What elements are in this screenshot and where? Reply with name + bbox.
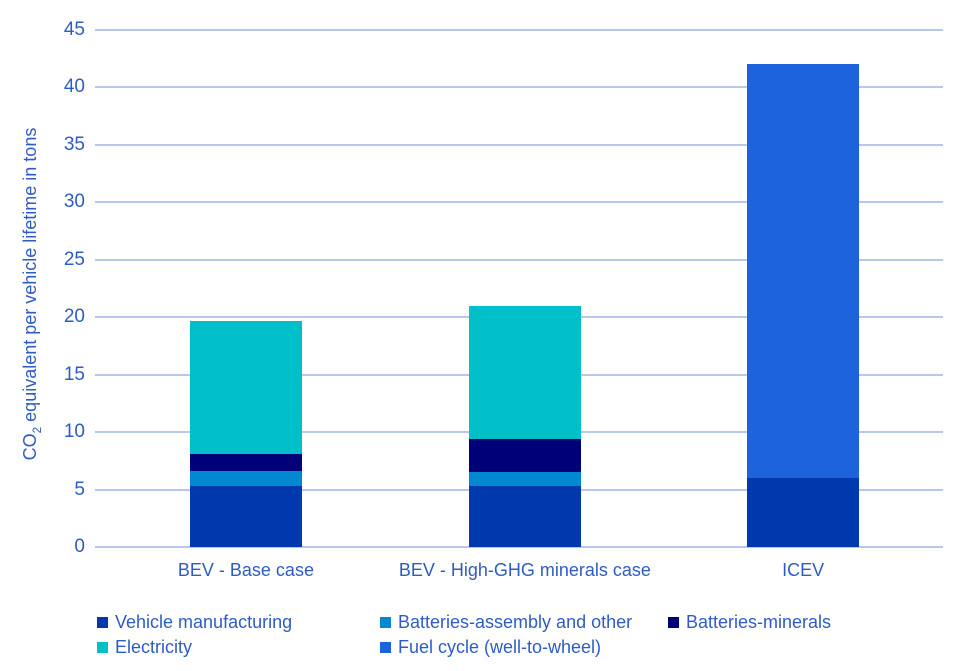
gridline-0 (95, 546, 943, 548)
legend-swatch-batteries-assembly-and-other (380, 617, 391, 628)
y-tick-label-45: 45 (63, 19, 85, 40)
legend-item-batteries-minerals: Batteries-minerals (668, 612, 831, 633)
legend-swatch-vehicle-manufacturing (97, 617, 108, 628)
bar-icev-segment-fuel-cycle-well-to-wheel (747, 64, 860, 479)
bar-bev-base-case-segment-electricity (189, 320, 302, 454)
gridline-45 (95, 29, 943, 31)
bar-bev-high-ghg-minerals-case-segment-electricity (468, 305, 581, 439)
legend-swatch-fuel-cycle-well-to-wheel (380, 642, 391, 653)
legend-item-fuel-cycle-well-to-wheel: Fuel cycle (well-to-wheel) (380, 637, 668, 658)
legend-label-batteries-minerals: Batteries-minerals (686, 612, 832, 632)
y-tick-label-35: 35 (63, 133, 85, 155)
bar-bev-base-case-segment-batteries-assembly-and-other (189, 471, 302, 487)
y-tick-label-0: 0 (74, 536, 85, 557)
bar-bev-high-ghg-minerals-case-segment-vehicle-manufacturing (468, 486, 581, 547)
y-axis-title: CO2 equivalent per vehicle lifetime in t… (20, 128, 44, 461)
y-tick-label-25: 25 (63, 248, 85, 270)
legend-item-vehicle-manufacturing: Vehicle manufacturing (97, 612, 380, 633)
x-axis-label-icev: ICEV (782, 560, 825, 580)
legend-label-batteries-assembly-and-other: Batteries-assembly and other (398, 612, 633, 632)
bar-icev-segment-vehicle-manufacturing (747, 478, 860, 547)
x-axis-label-bev-high-ghg-minerals-case: BEV - High-GHG minerals case (398, 560, 651, 580)
legend-item-electricity: Electricity (97, 637, 380, 658)
bar-bev-base-case-segment-vehicle-manufacturing (189, 486, 302, 547)
y-tick-label-40: 40 (63, 76, 85, 98)
gridline-25 (95, 258, 943, 261)
bar-bev-base-case-segment-batteries-minerals (189, 453, 302, 472)
gridline-40 (95, 86, 943, 89)
y-tick-label-10: 10 (63, 421, 85, 443)
gridline-35 (95, 143, 943, 146)
legend-label-electricity: Electricity (115, 637, 193, 657)
x-axis-label-bev-base-case: BEV - Base case (177, 560, 314, 580)
legend-item-batteries-assembly-and-other: Batteries-assembly and other (380, 612, 668, 633)
bar-bev-high-ghg-minerals-case-segment-batteries-minerals (468, 439, 581, 473)
chart-legend: Vehicle manufacturing Batteries-assembly … (97, 612, 831, 658)
y-tick-label-30: 30 (63, 191, 85, 213)
legend-label-fuel-cycle-well-to-wheel: Fuel cycle (well-to-wheel) (398, 637, 602, 657)
legend-swatch-batteries-minerals (668, 617, 679, 628)
bar-bev-high-ghg-minerals-case-segment-batteries-assembly-and-other (468, 472, 581, 487)
y-tick-label-5: 5 (74, 478, 85, 500)
y-tick-label-15: 15 (63, 363, 85, 385)
legend-label-vehicle-manufacturing: Vehicle manufacturing (115, 612, 293, 632)
y-tick-label-20: 20 (63, 306, 85, 328)
legend-swatch-electricity (97, 642, 108, 653)
gridline-30 (95, 201, 943, 204)
